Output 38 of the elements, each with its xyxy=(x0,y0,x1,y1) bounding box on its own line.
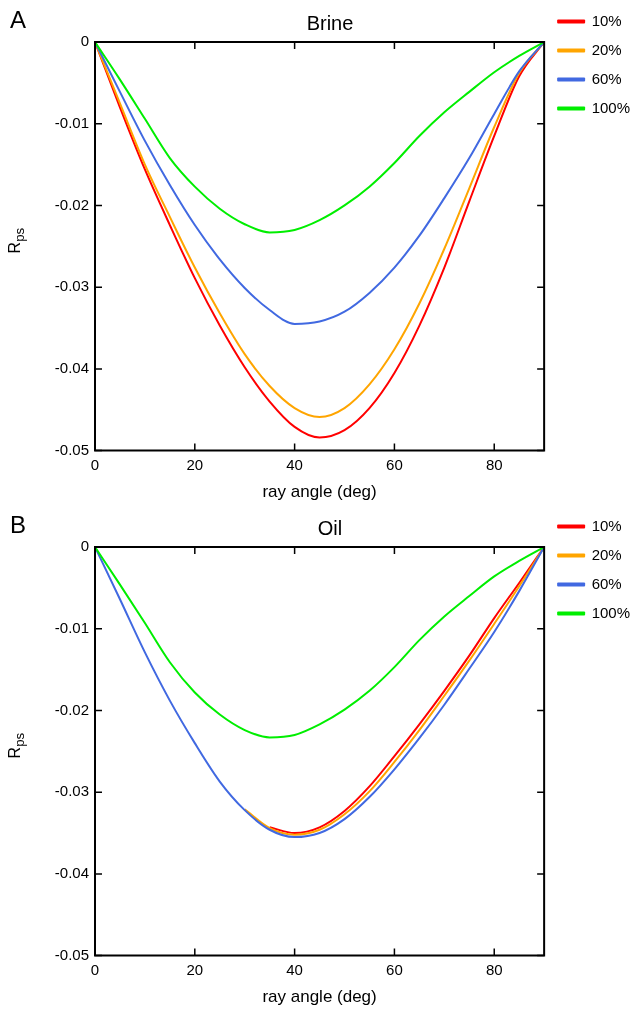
y-tick-label: -0.03 xyxy=(54,277,89,295)
y-tick-label: -0.03 xyxy=(54,782,89,800)
x-axis-title: ray angle (deg) xyxy=(262,987,377,1007)
y-tick-label: -0.02 xyxy=(54,195,89,213)
y-tick-label: -0.01 xyxy=(54,618,89,636)
y-tick-label: -0.05 xyxy=(54,945,89,963)
line-series xyxy=(95,547,545,739)
x-tick-label: 60 xyxy=(386,960,403,978)
x-tick-label: 40 xyxy=(286,960,303,978)
line-series xyxy=(95,42,545,325)
y-tick-label: -0.01 xyxy=(54,113,89,131)
legend-label: 100% xyxy=(591,603,631,621)
y-tick-label: 0 xyxy=(80,32,89,50)
x-tick-label: 80 xyxy=(485,455,503,473)
legend-label: 20% xyxy=(591,545,622,563)
legend-label: 60% xyxy=(591,69,622,87)
y-tick-label: -0.04 xyxy=(54,359,89,377)
chart-title: Brine xyxy=(306,11,354,34)
line-series xyxy=(95,547,545,839)
y-tick-label: 0 xyxy=(80,537,89,555)
x-tick-label: 40 xyxy=(286,455,303,473)
y-tick-label: -0.05 xyxy=(54,440,89,458)
y-tick-label: -0.02 xyxy=(54,700,89,718)
legend-label: 10% xyxy=(591,11,622,29)
x-tick-label: 20 xyxy=(186,960,204,978)
legend-label: 10% xyxy=(591,516,622,534)
legend-label: 60% xyxy=(591,574,622,592)
x-tick-label: 80 xyxy=(485,960,503,978)
x-tick-label: 60 xyxy=(386,455,403,473)
line-series xyxy=(95,42,545,234)
text: A xyxy=(10,6,27,34)
y-tick-label: -0.04 xyxy=(54,864,89,882)
x-axis-title: ray angle (deg) xyxy=(262,482,377,502)
legend-label: 20% xyxy=(591,40,622,58)
x-tick-label: 20 xyxy=(186,455,204,473)
text: B xyxy=(10,511,27,539)
legend-label: 100% xyxy=(591,98,631,116)
chart-title: Oil xyxy=(317,516,343,539)
